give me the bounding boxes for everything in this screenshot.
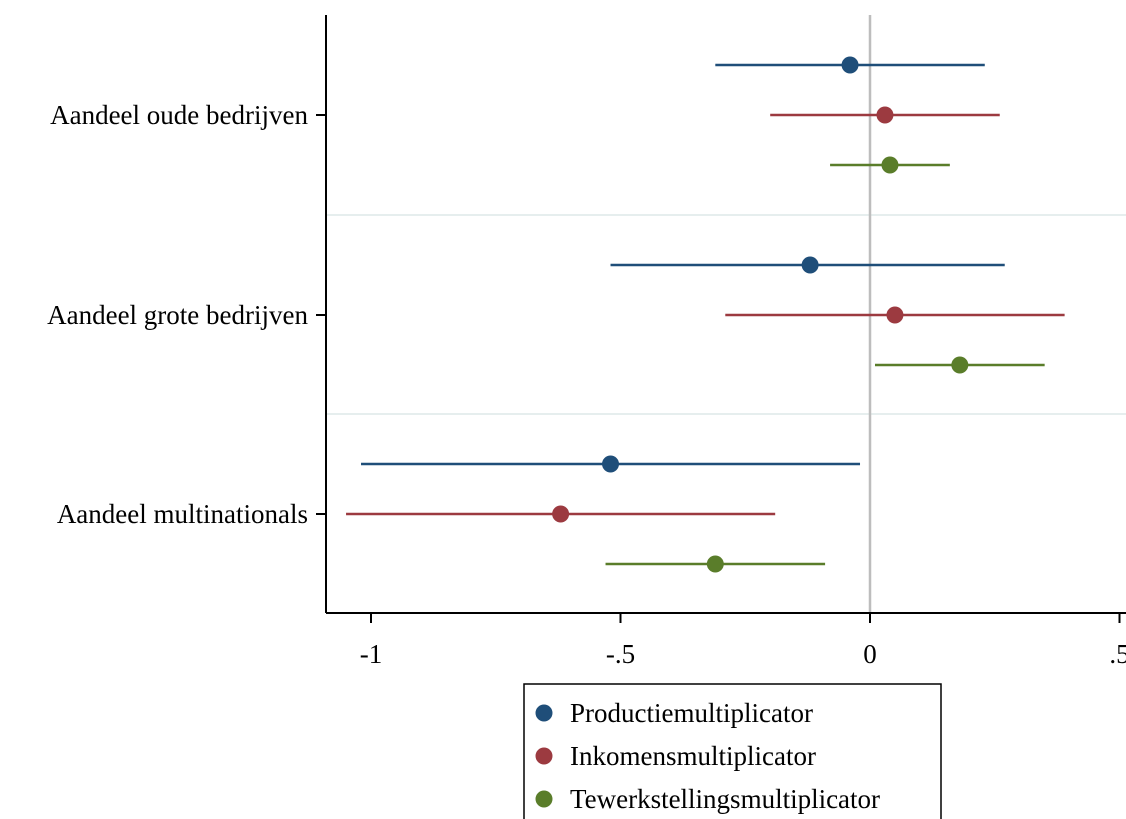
y-tick-label: Aandeel multinationals [57,499,308,529]
legend-label: Inkomensmultiplicator [570,741,816,771]
y-axis-ticks: Aandeel oude bedrijven Aandeel grote bedr… [47,100,326,529]
x-tick-label: -1 [360,639,383,669]
series-2 [346,106,1065,523]
x-tick-label: -.5 [606,639,635,669]
group-separators [326,214,1126,415]
x-tick-label: .5 [1109,639,1126,669]
point-estimate [951,356,969,374]
point-estimate [706,555,724,573]
legend-marker [535,790,553,808]
legend-label: Tewerkstellingsmultiplicator [570,784,880,814]
y-tick-label: Aandeel grote bedrijven [47,300,308,330]
point-estimate [552,505,570,523]
point-estimate [886,306,904,324]
legend: Productiemultiplicator Inkomensmultiplica… [523,683,942,819]
legend-marker [535,747,553,765]
legend-box [523,683,942,819]
legend-label: Productiemultiplicator [570,698,813,728]
legend-items: Productiemultiplicator Inkomensmultiplica… [535,698,880,814]
point-estimate [602,455,620,473]
series-3 [605,156,1045,573]
legend-marker [535,704,553,722]
point-estimate [801,256,819,274]
series-1 [361,56,1005,473]
x-tick-label: 0 [863,639,877,669]
point-estimate [841,56,859,74]
x-axis-ticks: -1 -.5 0 .5 [360,613,1126,669]
series-layer [346,56,1065,573]
y-tick-label: Aandeel oude bedrijven [50,100,308,130]
point-estimate [876,106,894,124]
point-estimate [881,156,899,174]
